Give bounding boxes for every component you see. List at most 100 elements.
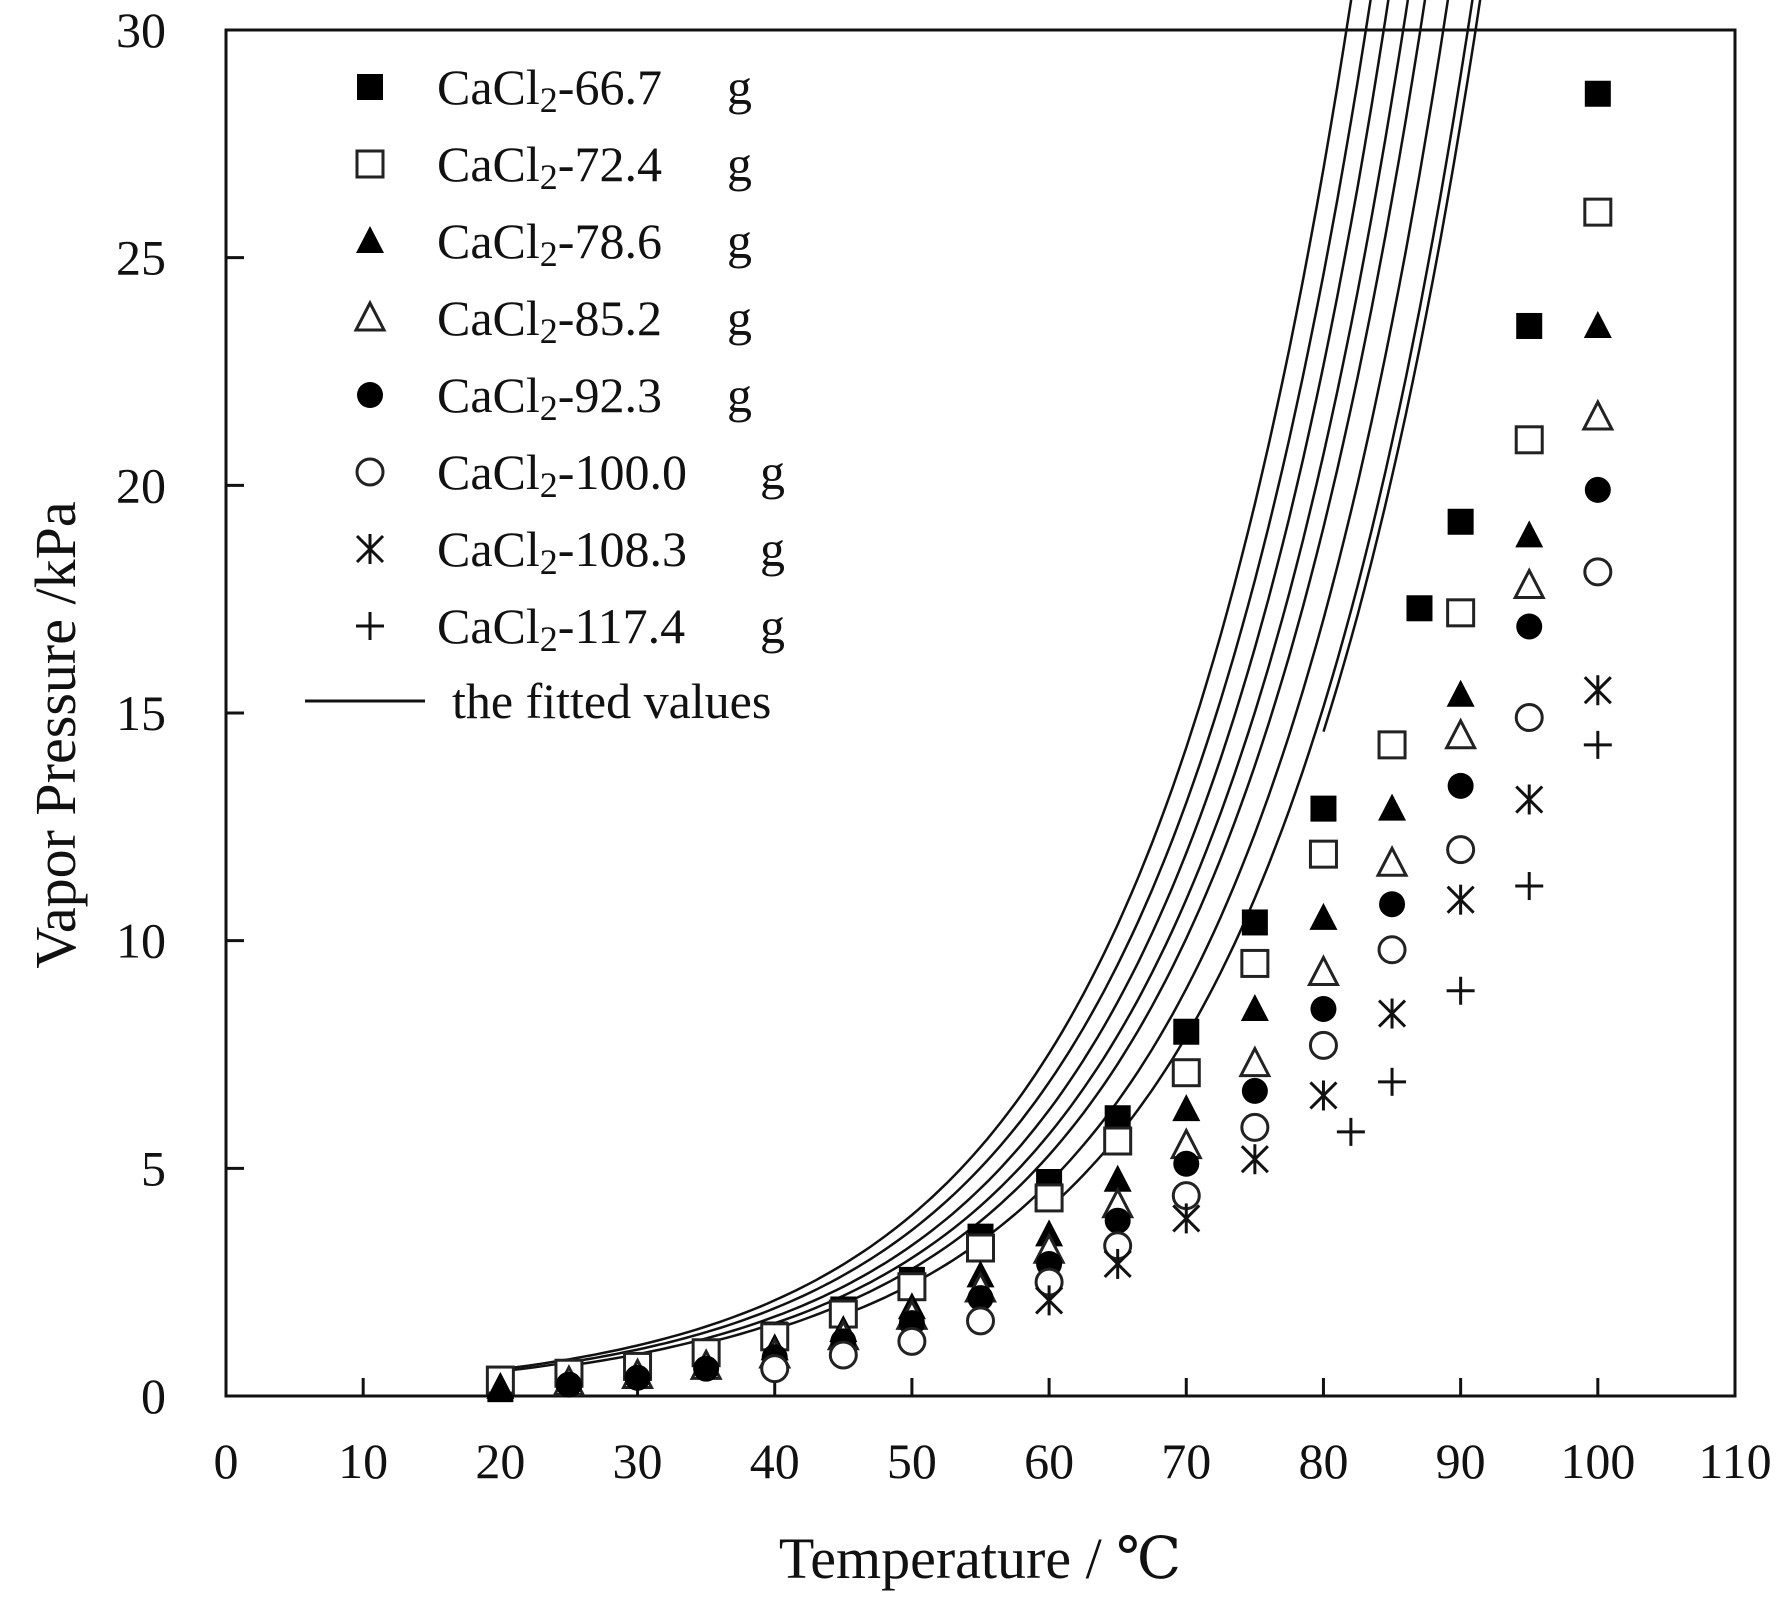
legend-marker <box>356 612 384 640</box>
marker-shape <box>1406 595 1433 622</box>
data-point <box>555 1371 582 1398</box>
data-point <box>1173 1018 1200 1045</box>
y-tick-label: 30 <box>116 2 166 58</box>
data-point <box>1583 557 1613 587</box>
data-point <box>1444 717 1478 750</box>
x-tick-label: 110 <box>1698 1433 1771 1489</box>
marker-shape <box>357 74 383 100</box>
x-tick-label: 90 <box>1436 1433 1486 1489</box>
data-point <box>1172 1203 1201 1234</box>
data-points <box>485 80 1615 1403</box>
data-point <box>1447 772 1474 799</box>
x-tick-label: 100 <box>1560 1433 1635 1489</box>
marker-shape <box>1171 1058 1201 1088</box>
x-tick-label: 50 <box>887 1433 937 1489</box>
marker-shape <box>1241 909 1268 936</box>
data-point <box>693 1355 720 1382</box>
marker-shape <box>1377 730 1407 760</box>
data-point <box>1583 730 1612 759</box>
marker-shape <box>1306 954 1340 987</box>
marker-shape <box>1516 312 1543 339</box>
data-point <box>1583 197 1613 227</box>
data-point <box>1377 935 1407 965</box>
data-point <box>624 1364 651 1391</box>
data-point <box>1378 1067 1407 1096</box>
data-point <box>1306 954 1340 987</box>
data-point <box>1308 839 1338 869</box>
data-point <box>1034 1183 1064 1213</box>
marker-shape <box>1173 1018 1200 1045</box>
legend-label: CaCl2-100.0 <box>437 444 687 505</box>
data-point <box>1103 1126 1133 1156</box>
marker-shape <box>828 1340 858 1370</box>
data-point <box>1104 1207 1131 1234</box>
y-tick-label: 15 <box>116 685 166 741</box>
marker-shape <box>1581 398 1615 431</box>
data-point <box>828 1340 858 1370</box>
data-point <box>1583 310 1612 338</box>
data-point <box>967 1285 994 1312</box>
data-point <box>1514 703 1544 733</box>
data-point <box>1172 1094 1201 1122</box>
legend-label: CaCl2-66.7 <box>437 59 662 120</box>
data-point <box>1378 793 1407 821</box>
marker-shape <box>1446 679 1475 707</box>
legend-marker <box>355 457 385 487</box>
marker-shape <box>1583 310 1612 338</box>
marker-shape <box>897 1326 927 1356</box>
x-axis-title: Temperature / ℃ <box>779 1526 1181 1591</box>
data-point <box>1516 312 1543 339</box>
data-point <box>1515 520 1544 548</box>
marker-shape <box>1310 995 1337 1022</box>
data-point <box>966 1233 995 1263</box>
data-point <box>1171 1058 1201 1088</box>
marker-shape <box>1377 935 1407 965</box>
marker-shape <box>1308 1030 1338 1060</box>
legend-label: CaCl2-72.4 <box>437 136 662 197</box>
data-point <box>1406 595 1433 622</box>
legend-marker <box>356 226 384 253</box>
data-point <box>1035 1285 1064 1316</box>
y-tick-label: 20 <box>116 457 166 513</box>
data-point <box>486 1371 515 1399</box>
marker-shape <box>1515 520 1544 548</box>
marker-shape <box>1241 1077 1268 1104</box>
marker-shape <box>1447 508 1474 535</box>
data-point <box>1241 1077 1268 1104</box>
legend-unit: g <box>727 59 752 115</box>
data-point <box>1336 1117 1365 1146</box>
marker-shape <box>1512 567 1546 600</box>
y-tick-label: 10 <box>116 913 166 969</box>
data-point <box>1446 598 1476 628</box>
legend-marker <box>357 382 383 408</box>
data-point <box>1309 902 1338 930</box>
legend-unit: g <box>727 136 752 192</box>
data-point <box>1103 1248 1132 1279</box>
y-tick-label: 5 <box>141 1140 166 1196</box>
marker-shape <box>1444 717 1478 750</box>
marker-shape <box>355 457 385 487</box>
data-point <box>1377 998 1407 1029</box>
fit-line <box>705 0 1410 1345</box>
data-point <box>1309 1080 1338 1111</box>
data-point <box>1240 948 1270 978</box>
legend-label: CaCl2-108.3 <box>437 521 687 582</box>
data-point <box>1446 884 1475 915</box>
marker-shape <box>1310 795 1337 822</box>
data-point <box>1241 909 1268 936</box>
legend-unit: g <box>727 367 752 423</box>
fit-line <box>500 0 1353 1371</box>
legend-unit: g <box>727 213 752 269</box>
data-point <box>1447 508 1474 535</box>
data-point <box>760 1354 790 1384</box>
fit-line <box>1048 0 1474 1210</box>
fit-line <box>568 0 1390 1367</box>
data-point <box>1446 679 1475 707</box>
legend-label: CaCl2-85.2 <box>437 290 662 351</box>
data-point <box>966 1306 995 1336</box>
marker-shape <box>1103 1126 1133 1156</box>
data-point <box>1377 730 1407 760</box>
marker-shape <box>624 1364 651 1391</box>
marker-shape <box>1309 902 1338 930</box>
